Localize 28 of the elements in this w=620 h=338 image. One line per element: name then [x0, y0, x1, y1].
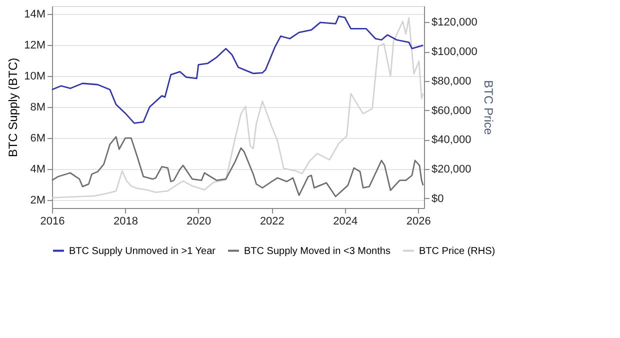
y-tick-label: 8M	[30, 102, 46, 114]
y-axis-title: BTC Supply (BTC)	[6, 58, 20, 158]
y2-tick-label: $0	[432, 192, 444, 205]
x-tick-label: 2026	[406, 216, 431, 228]
x-tick-label: 2016	[40, 216, 65, 228]
y-tick-label: 12M	[24, 39, 46, 52]
y2-tick-label: $40,000	[432, 134, 472, 146]
legend-label: BTC Supply Unmoved in >1 Year	[69, 246, 216, 257]
y2-tick-label: $100,000	[432, 46, 478, 58]
line-series	[51, 16, 424, 124]
y2-tick-label: $60,000	[432, 104, 472, 117]
y-tick-label: 4M	[30, 164, 46, 176]
legend-label: BTC Supply Moved in <3 Months	[244, 246, 390, 257]
y-tick-label: 6M	[30, 132, 46, 145]
y-tick-label: 2M	[30, 194, 46, 207]
y2-axis-title: BTC Price	[481, 80, 496, 136]
y2-tick-label: $20,000	[432, 164, 472, 176]
y2-tick-label: $80,000	[432, 75, 472, 88]
y-tick-label: 14M	[24, 8, 46, 20]
line-series	[51, 136, 424, 198]
x-tick-label: 2020	[186, 216, 212, 228]
y-tick-label: 10M	[24, 70, 46, 82]
x-tick-label: 2022	[260, 216, 284, 228]
legend-label: BTC Price (RHS)	[419, 246, 496, 257]
y2-tick-label: $120,000	[432, 16, 478, 29]
x-tick-label: 2024	[333, 216, 358, 228]
line-series	[51, 17, 424, 198]
x-tick-label: 2018	[114, 216, 138, 228]
